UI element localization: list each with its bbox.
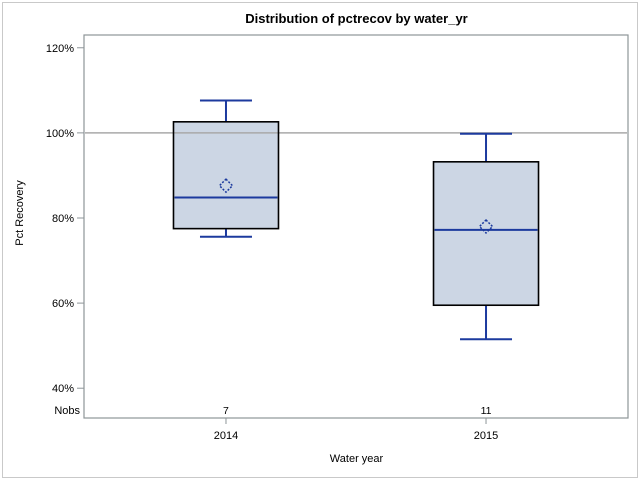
y-tick-label: 40%	[52, 383, 74, 395]
y-tick-label: 100%	[46, 128, 74, 140]
mean-diamond	[218, 178, 234, 194]
y-tick-label: 60%	[52, 298, 74, 310]
mean-diamond	[478, 218, 494, 235]
box-fill	[173, 121, 279, 229]
x-axis-title: Water year	[329, 453, 384, 465]
y-tick-label: 120%	[46, 43, 74, 55]
x-category-label: 2014	[214, 430, 238, 442]
chart-title: Distribution of pctrecov by water_yr	[245, 11, 468, 26]
y-tick-label: 80%	[52, 213, 74, 225]
nobs-label: Nobs	[54, 405, 80, 417]
nobs-value: 11	[481, 405, 492, 417]
x-category-label: 2015	[474, 430, 498, 442]
box-outline	[172, 121, 280, 230]
box-outline	[432, 161, 540, 307]
nobs-value: 7	[223, 405, 229, 417]
plot-frame	[83, 34, 629, 419]
